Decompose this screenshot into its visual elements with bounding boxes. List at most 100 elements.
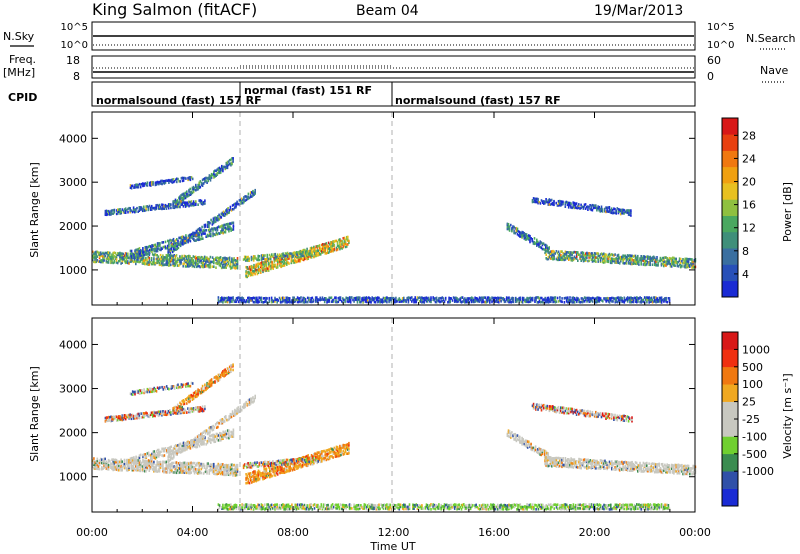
echo-cell (649, 261, 651, 264)
echo-cell (123, 208, 126, 211)
echo-cell (185, 261, 188, 264)
echo-cell (648, 256, 650, 259)
echo-cell (161, 257, 163, 261)
echo-cell (213, 219, 216, 222)
echo-cell (533, 197, 536, 201)
echo-cell (325, 246, 328, 249)
echo-cell (309, 254, 312, 258)
echo-cell (179, 180, 181, 183)
echo-cell (247, 255, 249, 259)
echo-cell (122, 252, 125, 256)
echo-cell (282, 255, 285, 259)
echo-cell (196, 232, 199, 236)
echo-cell (337, 300, 340, 304)
echo-cell (632, 259, 634, 262)
echo-cell (109, 251, 111, 255)
echo-cell (267, 259, 270, 262)
echo-cell (317, 298, 319, 301)
echo-cell (204, 180, 206, 184)
echo-cell (317, 249, 319, 252)
echo-cell (674, 257, 676, 261)
echo-cell (208, 174, 211, 177)
echo-cell (549, 199, 552, 202)
echo-cell (257, 266, 260, 269)
echo-cell (127, 260, 129, 263)
echo-cell (302, 248, 305, 252)
echo-cell (214, 258, 216, 261)
echo-cell (125, 252, 128, 256)
echo-cell (94, 255, 96, 258)
echo-cell (188, 265, 190, 268)
echo-cell (158, 182, 160, 186)
echo-cell (603, 252, 605, 256)
echo-cell (198, 235, 201, 239)
echo-cell (286, 262, 288, 265)
echo-cell (225, 223, 228, 226)
echo-cell (660, 258, 663, 262)
echo-cell (201, 265, 204, 269)
echo-cell (238, 296, 240, 299)
echo-cell (616, 261, 619, 264)
echo-cell (159, 244, 161, 247)
echo-cell (306, 257, 308, 261)
echo-cell (265, 260, 268, 263)
echo-cell (225, 369, 228, 373)
echo-cell (266, 253, 269, 257)
echo-cell (210, 232, 212, 236)
echo-cell (525, 233, 528, 236)
echo-cell (599, 256, 602, 260)
echo-cell (573, 250, 576, 254)
echo-cell (299, 257, 302, 261)
echo-cell (190, 260, 192, 264)
echo-cell (345, 235, 348, 239)
echo-cell (173, 247, 175, 251)
echo-cell (285, 252, 288, 256)
echo-cell (186, 191, 188, 195)
echo-cell (148, 251, 151, 255)
echo-cell (217, 215, 219, 218)
echo-cell (159, 263, 162, 266)
echo-cell (557, 200, 560, 203)
echo-cell (174, 244, 176, 248)
echo-cell (225, 227, 228, 231)
echo-cell (141, 249, 143, 253)
echo-cell (185, 234, 187, 237)
echo-cell (112, 261, 114, 265)
echo-cell (135, 183, 137, 186)
echo-cell (615, 261, 618, 264)
echo-cell (643, 261, 646, 265)
echo-cell (221, 300, 223, 303)
echo-cell (155, 245, 158, 249)
echo-cell (312, 300, 315, 303)
echo-cell (342, 242, 345, 246)
echo-cell (92, 250, 94, 254)
echo-cell (621, 210, 623, 214)
echo-cell (114, 251, 117, 255)
echo-cell (275, 298, 277, 301)
echo-cell (182, 241, 184, 245)
echo-cell (219, 225, 221, 229)
echo-cell (634, 258, 637, 262)
echo-cell (545, 257, 547, 260)
echo-cell (310, 248, 313, 252)
echo-cell (232, 160, 234, 163)
echo-cell (596, 206, 598, 210)
echo-cell (691, 260, 693, 264)
echo-cell (217, 168, 220, 172)
echo-cell (342, 297, 344, 300)
echo-cell (94, 256, 96, 260)
echo-cell (591, 258, 594, 262)
echo-cell (665, 264, 667, 267)
echo-cell (644, 263, 647, 267)
echo-cell (340, 239, 342, 243)
echo-cell (219, 258, 222, 261)
echo-cell (161, 207, 163, 211)
echo-cell (516, 227, 519, 231)
echo-cell (601, 208, 604, 211)
echo-cell (303, 296, 306, 300)
echo-cell (165, 259, 168, 263)
echo-cell (297, 300, 300, 304)
echo-cell (291, 301, 293, 304)
echo-cell (224, 264, 226, 267)
echo-cell (130, 260, 132, 263)
